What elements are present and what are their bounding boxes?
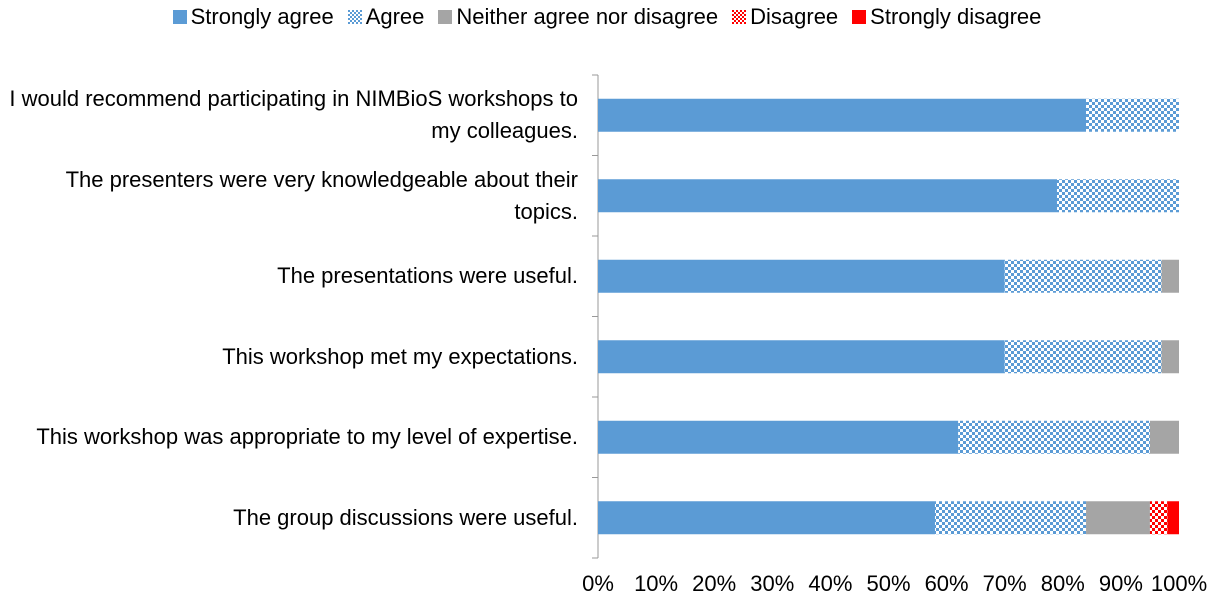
category-label: The presentations were useful. (277, 263, 578, 289)
legend-label: Strongly disagree (870, 4, 1042, 29)
bar-segment (1004, 340, 1162, 374)
bar-segment (1086, 501, 1150, 535)
legend-swatch (172, 10, 187, 24)
bar-segment (1004, 259, 1162, 293)
x-tick-label: 20% (692, 571, 736, 596)
x-tick-label: 50% (866, 571, 910, 596)
legend-swatch-fill (347, 10, 362, 24)
category-label: I would recommend participating in NIMBi… (9, 86, 578, 144)
x-tick-label: 30% (750, 571, 794, 596)
bar-segment (1161, 340, 1179, 374)
category-label: This workshop was appropriate to my leve… (36, 424, 578, 450)
legend-swatch (732, 10, 747, 24)
bar-segment (598, 340, 1005, 374)
legend-item: Disagree (732, 4, 838, 30)
bar-segment (1167, 501, 1179, 535)
legend-item: Strongly agree (172, 4, 334, 30)
legend-label: Disagree (750, 4, 839, 29)
legend-label: Agree (365, 4, 425, 29)
bar-segment (934, 501, 1087, 535)
bar-segment (598, 501, 935, 535)
legend-label: Strongly agree (190, 4, 334, 29)
x-tick-label: 60% (925, 571, 969, 596)
legend-item: Agree (347, 4, 425, 30)
x-tick-label: 10% (634, 571, 678, 596)
bar-segment (598, 420, 959, 454)
x-tick-label: 40% (808, 571, 852, 596)
bar-segment (1149, 420, 1179, 454)
legend-swatch-fill (852, 10, 867, 24)
x-tick-label: 90% (1099, 571, 1143, 596)
category-label: The presenters were very knowledgeable a… (65, 166, 578, 224)
bar-segment (1149, 501, 1168, 535)
legend: Strongly agree Agree Neither agree nor dis… (0, 4, 1214, 30)
legend-swatch (438, 10, 453, 24)
category-label: The group discussions were useful. (233, 504, 578, 530)
legend-swatch-fill (438, 10, 453, 24)
legend-swatch-fill (732, 10, 747, 24)
bar-segment (1056, 179, 1179, 213)
legend-item: Strongly disagree (852, 4, 1041, 30)
bar-segment (1161, 259, 1179, 293)
x-tick-label: 100% (1151, 571, 1207, 596)
x-tick-label: 80% (1041, 571, 1085, 596)
bar-segment (1086, 98, 1179, 132)
bar-segment (958, 420, 1150, 454)
x-tick-label: 0% (582, 571, 614, 596)
bar-segment (598, 98, 1087, 132)
bar-segment (598, 259, 1005, 293)
bar-segment (598, 179, 1057, 213)
x-tick-label: 70% (983, 571, 1027, 596)
category-label: This workshop met my expectations. (222, 343, 578, 369)
legend-label: Neither agree nor disagree (456, 4, 719, 29)
legend-item: Neither agree nor disagree (438, 4, 718, 30)
legend-swatch (347, 10, 362, 24)
legend-swatch-fill (172, 10, 187, 24)
legend-swatch (852, 10, 867, 24)
